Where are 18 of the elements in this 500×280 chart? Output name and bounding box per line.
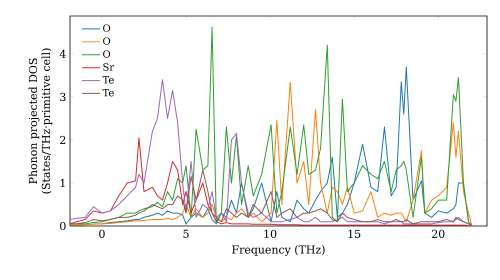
- legend-label: O: [103, 37, 110, 45]
- x-tick-label: 5: [183, 230, 189, 238]
- legend-label: Sr: [103, 63, 114, 71]
- y-tick-label: 4: [60, 50, 66, 58]
- legend-label: O: [103, 50, 110, 58]
- y-tick-label: 0: [60, 222, 66, 230]
- x-tick-label: 0: [99, 230, 105, 238]
- x-tick-label: 10: [264, 230, 276, 238]
- x-tick-label: 20: [432, 230, 444, 238]
- y-tick-label: 3: [60, 92, 66, 102]
- legend-label: Te: [102, 76, 114, 84]
- y-axis-title: Phonon projected DOS (States/THz·primitive cell): [28, 48, 52, 194]
- y-tick-label: 2: [60, 136, 66, 144]
- legend-label: Te: [102, 88, 114, 96]
- x-tick-label: 15: [348, 230, 360, 238]
- legend-label: O: [103, 24, 110, 32]
- y-tick-label: 1: [60, 178, 65, 188]
- x-axis-title: Frequency (THz): [232, 245, 325, 256]
